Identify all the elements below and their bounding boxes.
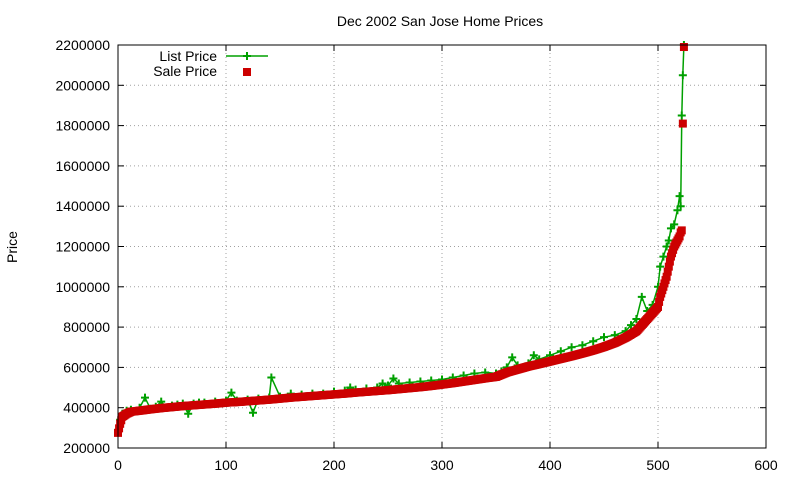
x-tick-label: 400 xyxy=(538,457,562,473)
y-tick-label: 1600000 xyxy=(55,158,110,174)
list-price-point xyxy=(249,408,257,417)
sale-price-point xyxy=(655,297,664,306)
axis-ticks: 0 100 200 300 400 500 600 200000 400000 600000 800… xyxy=(55,37,777,473)
sale-price-point xyxy=(665,257,674,266)
y-tick-label: 200000 xyxy=(63,440,110,456)
list-price-point xyxy=(656,262,665,271)
legend-label-sale: Sale Price xyxy=(153,63,217,79)
list-price-point xyxy=(589,337,598,346)
list-price-point xyxy=(378,379,387,388)
chart-title: Dec 2002 San Jose Home Prices xyxy=(337,13,543,29)
y-tick-label: 1400000 xyxy=(55,198,110,214)
sale-price-point xyxy=(664,262,673,271)
x-tick-label: 100 xyxy=(214,457,238,473)
list-price-point xyxy=(637,292,646,301)
list-price-point xyxy=(227,388,236,397)
x-tick-label: 200 xyxy=(322,457,346,473)
list-price-point xyxy=(676,202,685,211)
y-tick-label: 2000000 xyxy=(55,77,110,93)
list-price-point xyxy=(529,351,538,360)
sale-price-point xyxy=(677,226,686,235)
list-price-line xyxy=(117,44,685,431)
list-price-point xyxy=(677,111,686,120)
legend-label-list: List Price xyxy=(159,48,217,64)
list-price-point xyxy=(678,71,687,80)
x-tick-label: 600 xyxy=(754,457,778,473)
y-tick-label: 1800000 xyxy=(55,118,110,134)
list-price-point xyxy=(267,373,276,382)
list-price-point xyxy=(556,347,565,356)
list-price-point xyxy=(141,393,149,402)
legend-swatch-sale xyxy=(243,68,251,76)
y-tick-label: 600000 xyxy=(63,359,110,375)
list-price-point xyxy=(627,321,635,330)
plot-frame xyxy=(117,44,767,449)
sale-price-point xyxy=(654,302,662,311)
grid xyxy=(118,45,766,448)
x-tick-label: 500 xyxy=(646,457,670,473)
list-price-point xyxy=(666,224,675,233)
sale-price-points xyxy=(114,43,688,437)
sale-price-point xyxy=(678,119,687,128)
sale-price-point xyxy=(679,43,688,52)
y-tick-label: 2200000 xyxy=(55,37,110,53)
series-layer xyxy=(114,41,688,437)
sale-price-point xyxy=(663,267,672,276)
list-price-point xyxy=(659,252,668,261)
list-price-point xyxy=(670,220,679,229)
sale-price-point xyxy=(675,232,684,241)
sale-price-point xyxy=(662,272,671,281)
list-price-point xyxy=(673,206,682,215)
legend-swatch-list-marker xyxy=(243,52,251,60)
y-tick-label: 400000 xyxy=(63,400,110,416)
x-tick-label: 0 xyxy=(114,457,122,473)
y-tick-label: 1000000 xyxy=(55,279,110,295)
list-price-point xyxy=(567,343,576,352)
x-tick-label: 300 xyxy=(430,457,454,473)
list-price-point xyxy=(184,409,193,418)
y-axis-label: Price xyxy=(4,231,20,263)
list-price-point xyxy=(389,374,398,383)
list-price-point xyxy=(508,353,517,362)
list-price-point xyxy=(578,341,587,350)
y-tick-label: 1200000 xyxy=(55,239,110,255)
y-tick-label: 800000 xyxy=(63,319,110,335)
list-price-point xyxy=(675,192,684,201)
list-price-point xyxy=(664,236,673,245)
list-price-point xyxy=(600,333,608,342)
sale-price-point xyxy=(115,424,124,433)
list-price-point xyxy=(632,315,641,324)
